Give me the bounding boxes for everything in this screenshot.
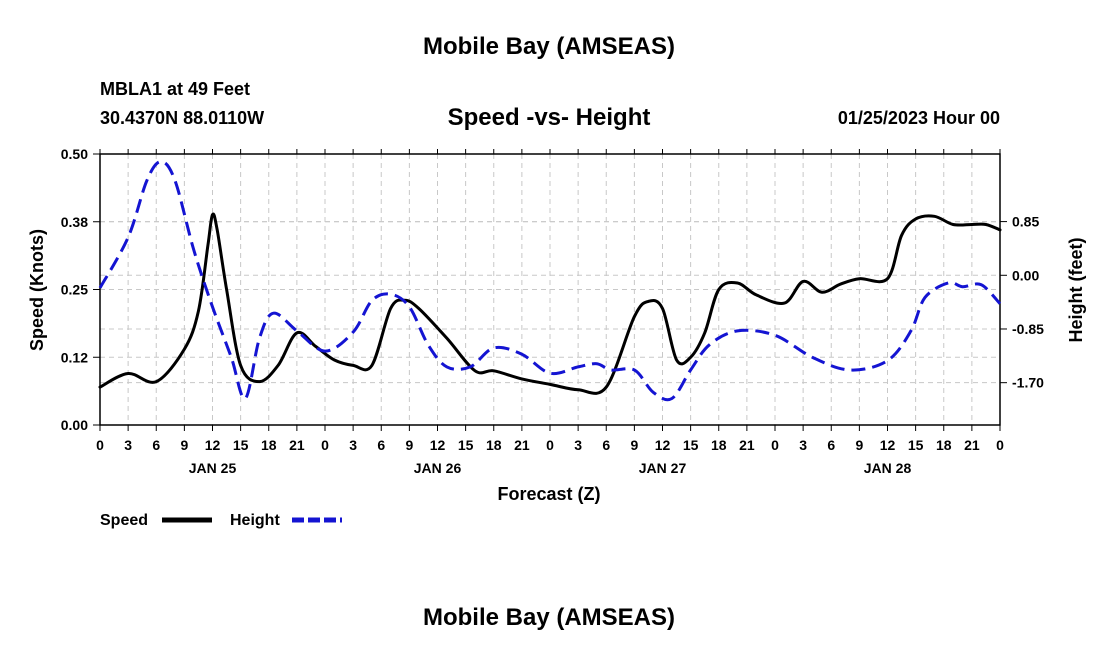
x-tick-label: 18 — [261, 437, 277, 453]
x-tick-label: 0 — [96, 437, 104, 453]
x-tick-label: 6 — [377, 437, 385, 453]
y-tick-label: 0.38 — [61, 214, 88, 230]
x-tick-label: 3 — [349, 437, 357, 453]
y2-axis-label: Height (feet) — [1066, 238, 1086, 343]
x-tick-label: 21 — [739, 437, 755, 453]
x-tick-label: 18 — [936, 437, 952, 453]
chart-title: Mobile Bay (AMSEAS) — [423, 33, 675, 60]
series — [98, 160, 1002, 402]
x-tick-label: 3 — [574, 437, 582, 453]
station-name: MBLA1 at 49 Feet — [100, 79, 250, 99]
x-tick-label: 21 — [289, 437, 305, 453]
footer-title: Mobile Bay (AMSEAS) — [423, 604, 675, 631]
x-tick-label: 9 — [405, 437, 413, 453]
x-tick-label: 12 — [430, 437, 446, 453]
x-tick-label: 0 — [321, 437, 329, 453]
series-line-height — [98, 160, 1002, 402]
x-tick-label: 3 — [799, 437, 807, 453]
station-location: 30.4370N 88.0110W — [100, 108, 264, 128]
legend-height-label: Height — [230, 512, 280, 529]
x-tick-label: 9 — [630, 437, 638, 453]
x-tick-label: 6 — [827, 437, 835, 453]
x-tick-label: 15 — [908, 437, 924, 453]
y-axis-label: Speed (Knots) — [27, 229, 47, 351]
plot-frame — [99, 153, 1001, 426]
y-tick-label: 0.25 — [61, 282, 88, 298]
x-tick-label: 21 — [964, 437, 980, 453]
y-tick-label: 0.50 — [61, 146, 88, 162]
y-tick-label: 0.00 — [61, 417, 88, 433]
forecast-datetime: 01/25/2023 Hour 00 — [838, 108, 1000, 128]
x-tick-label: 15 — [233, 437, 249, 453]
x-axis-label: Forecast (Z) — [497, 484, 600, 504]
legend: Speed Height — [100, 512, 342, 529]
legend-speed-label: Speed — [100, 512, 148, 529]
x-tick-label: 6 — [602, 437, 610, 453]
date-label: JAN 26 — [414, 460, 462, 476]
x-tick-label: 18 — [486, 437, 502, 453]
x-tick-label: 3 — [124, 437, 132, 453]
date-label: JAN 28 — [864, 460, 912, 476]
y2-tick-label: 0.85 — [1012, 214, 1039, 230]
x-tick-label: 9 — [855, 437, 863, 453]
y2-tick-label: -0.85 — [1012, 321, 1044, 337]
chart-subtitle: Speed -vs- Height — [448, 104, 651, 131]
x-tick-label: 12 — [655, 437, 671, 453]
date-label: JAN 25 — [189, 460, 237, 476]
series-line-speed — [98, 212, 1002, 395]
x-tick-label: 0 — [546, 437, 554, 453]
x-tick-label: 15 — [683, 437, 699, 453]
x-tick-label: 15 — [458, 437, 474, 453]
axes: 0 3 6 9 12 15 18 21 0 3 6 9 12 15 18 21 0 3 6 9 12 15 18 21 0 3 6 9… — [61, 146, 1044, 476]
date-label: JAN 27 — [639, 460, 687, 476]
x-tick-label: 12 — [880, 437, 896, 453]
x-tick-label: 12 — [205, 437, 221, 453]
x-tick-label: 18 — [711, 437, 727, 453]
x-tick-label: 6 — [152, 437, 160, 453]
x-tick-label: 0 — [771, 437, 779, 453]
y2-tick-label: 0.00 — [1012, 267, 1039, 283]
x-tick-label: 21 — [514, 437, 530, 453]
grid-lines — [100, 154, 1000, 425]
x-tick-label: 0 — [996, 437, 1004, 453]
y2-tick-label: -1.70 — [1012, 375, 1044, 391]
x-tick-label: 9 — [180, 437, 188, 453]
y-tick-label: 0.12 — [61, 349, 88, 365]
